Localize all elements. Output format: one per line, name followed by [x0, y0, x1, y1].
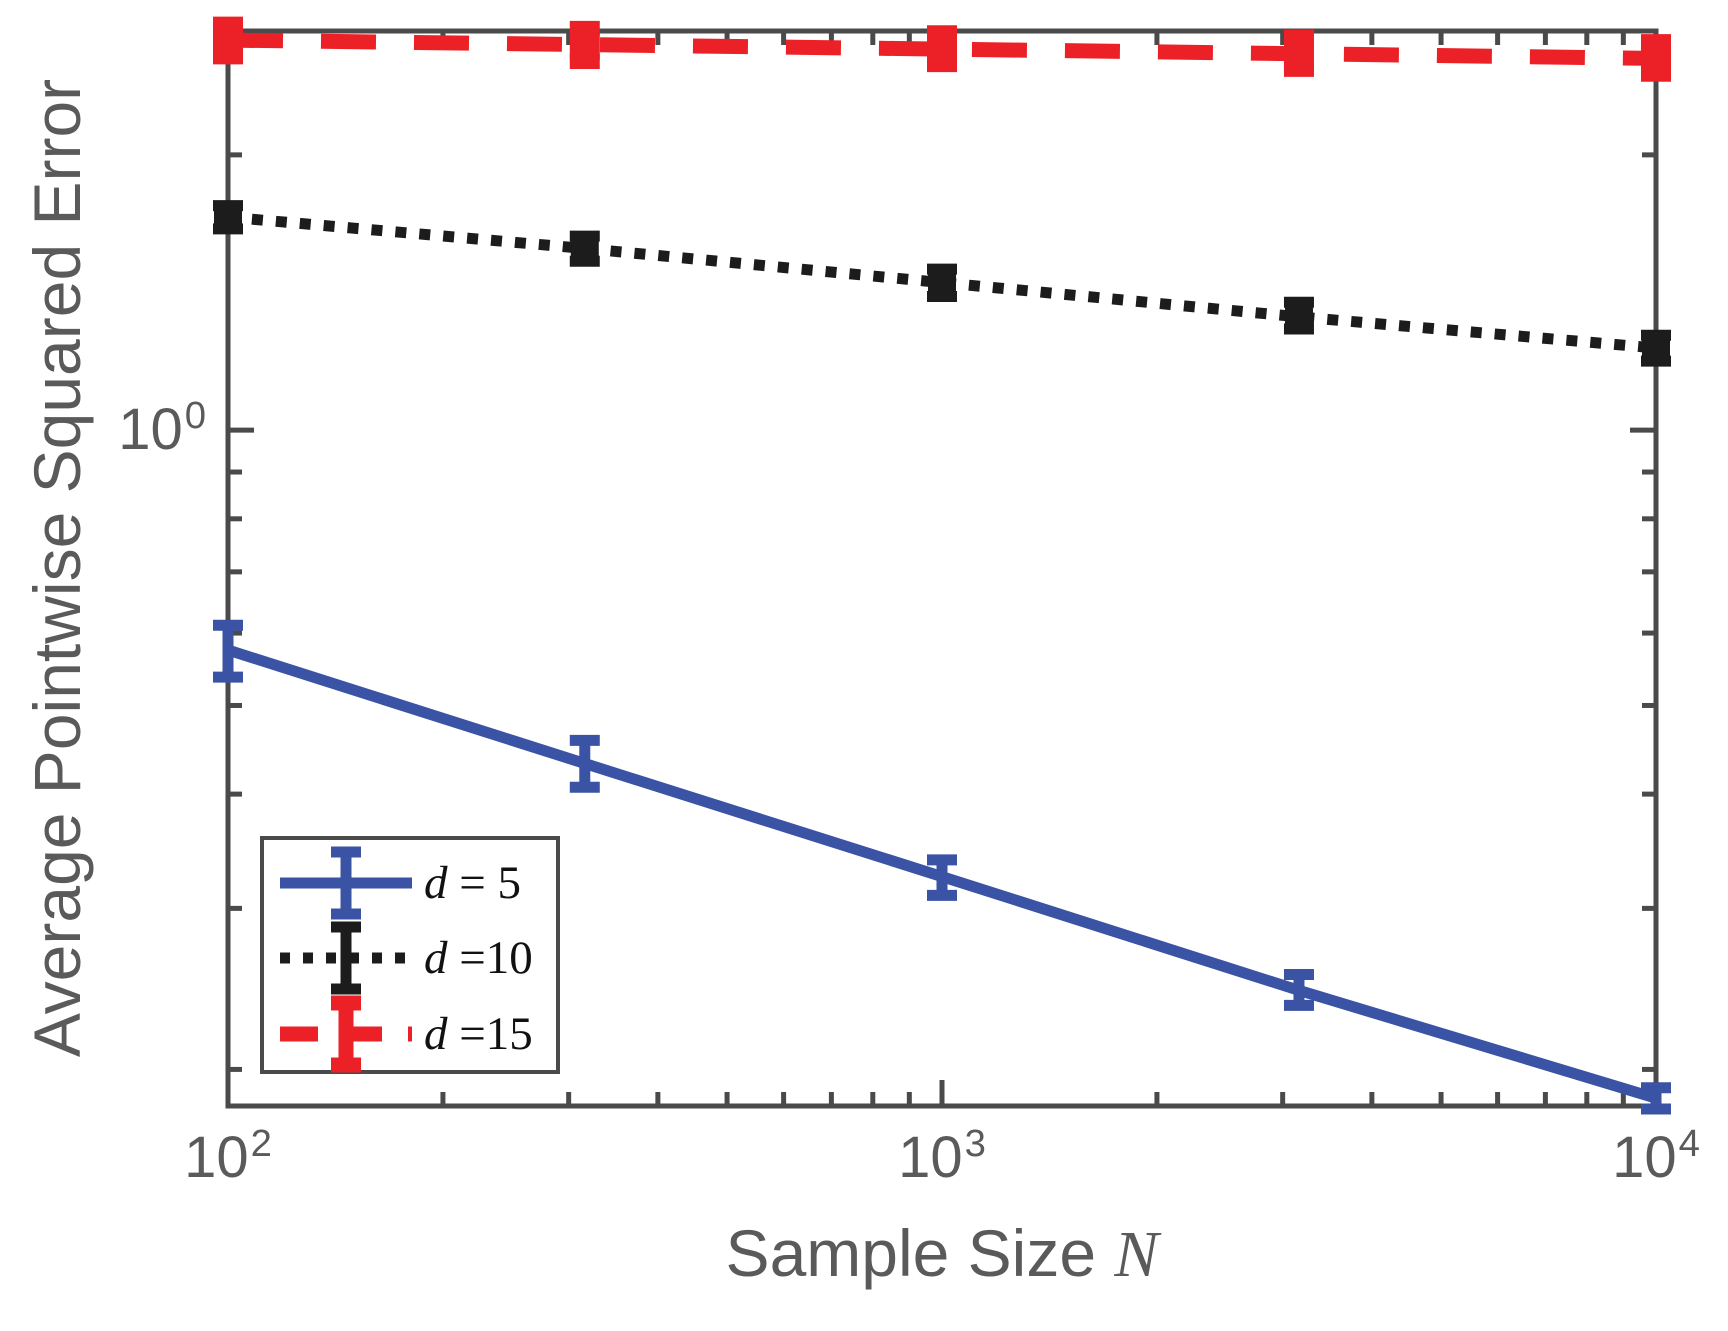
marker-d-15 — [1641, 43, 1671, 74]
marker-d-10 — [1284, 302, 1313, 331]
marker-d-15 — [927, 34, 957, 65]
y-tick-label-1e0: 100 — [118, 393, 206, 462]
marker-d-10 — [214, 203, 242, 232]
x-axis-label-text: Sample Size — [725, 1216, 1115, 1290]
legend-label-d5: d = 5 — [424, 857, 522, 909]
marker-d-15 — [213, 25, 243, 56]
marker-d-10 — [1642, 333, 1670, 362]
legend-label-d15: d =15 — [424, 1008, 533, 1060]
series-line-d-15 — [227, 32, 1657, 66]
x-tick-label-1e3: 103 — [898, 1121, 986, 1190]
marker-d-15 — [569, 29, 600, 60]
x-tick-label-1e2: 102 — [184, 1121, 272, 1190]
marker-d-10 — [570, 234, 599, 263]
legend-label-d10: d =10 — [424, 932, 533, 984]
y-axis-label: Average Pointwise Squared Error — [20, 78, 94, 1058]
x-axis-label-variable: N — [1114, 1218, 1159, 1291]
marker-d-15 — [1283, 38, 1314, 69]
x-tick-label-1e4: 104 — [1612, 1121, 1700, 1190]
x-axis-label: Sample Size N — [492, 1216, 1392, 1292]
series-line-d-5 — [226, 644, 1658, 1104]
marker-d-10 — [928, 268, 956, 297]
